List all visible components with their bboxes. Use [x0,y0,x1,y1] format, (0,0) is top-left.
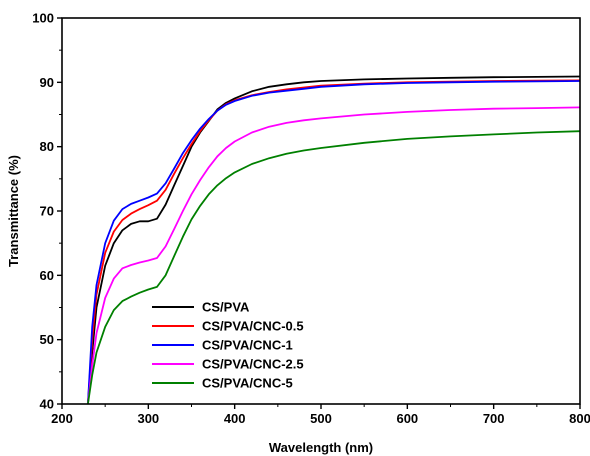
x-tick-label: 200 [51,411,73,426]
plot-frame [61,17,581,405]
x-tick-label: 400 [224,411,246,426]
legend-label-4: CS/PVA/CNC-5 [202,376,293,391]
legend-label-2: CS/PVA/CNC-1 [202,338,293,353]
x-tick-label: 700 [483,411,505,426]
y-tick-label: 40 [40,397,54,412]
legend-label-0: CS/PVA [202,300,250,315]
y-tick-label: 60 [40,268,54,283]
series-line-3 [87,106,580,404]
y-axis-label: Transmittance (%) [6,155,21,267]
legend-label-1: CS/PVA/CNC-0.5 [202,319,304,334]
y-axis-ticks: 40 50 60 70 80 90 100 [32,11,62,412]
y-tick-label: 100 [32,11,54,26]
series-line-0 [87,75,580,404]
x-tick-label: 500 [310,411,332,426]
series-line-1 [87,79,580,404]
legend: CS/PVA CS/PVA/CNC-0.5 CS/PVA/CNC-1 CS/PVA/C… [152,300,304,391]
series-line-4 [87,130,580,404]
y-tick-label: 80 [40,139,54,154]
y-tick-label: 70 [40,204,54,219]
x-tick-label: 800 [569,411,590,426]
series-line-2 [87,80,580,404]
x-axis-ticks: 200 300 400 500 600 700 800 [51,404,590,426]
series-group [87,75,580,404]
x-tick-label: 600 [396,411,418,426]
y-tick-label: 50 [40,332,54,347]
legend-label-3: CS/PVA/CNC-2.5 [202,357,304,372]
x-tick-label: 300 [137,411,159,426]
x-axis-label: Wavelength (nm) [269,440,373,455]
y-tick-label: 90 [40,75,54,90]
